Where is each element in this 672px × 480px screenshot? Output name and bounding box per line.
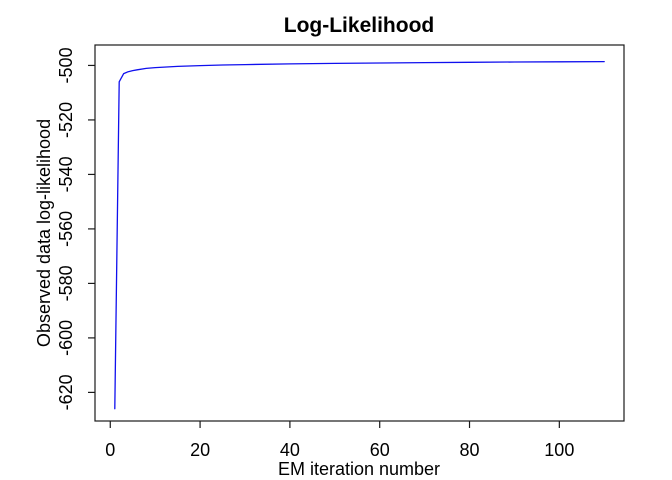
x-tick-label: 0 [105, 440, 115, 460]
x-tick-label: 60 [370, 440, 390, 460]
x-axis-title: EM iteration number [278, 459, 440, 479]
y-tick-label: -540 [56, 156, 76, 192]
series-line-observed-data-log-likelihood [114, 60, 605, 410]
x-tick-label: 40 [280, 440, 300, 460]
y-tick-label: -600 [56, 320, 76, 356]
x-tick-label: 100 [544, 440, 574, 460]
y-axis-title: Observed data log-likelihood [34, 119, 54, 347]
y-tick-label: -560 [56, 211, 76, 247]
x-tick-label: 20 [190, 440, 210, 460]
y-tick-label: -520 [56, 102, 76, 138]
y-tick-label: -500 [56, 47, 76, 83]
plot-box [94, 44, 625, 422]
y-tick-label: -620 [56, 374, 76, 410]
chart-title: Log-Likelihood [284, 14, 434, 37]
x-tick-label: 80 [460, 440, 480, 460]
y-tick-label: -580 [56, 265, 76, 301]
plot-area: 0 20 40 60 80 100 -620 -600 -580 -560 -540 -520 -500 [56, 44, 625, 460]
